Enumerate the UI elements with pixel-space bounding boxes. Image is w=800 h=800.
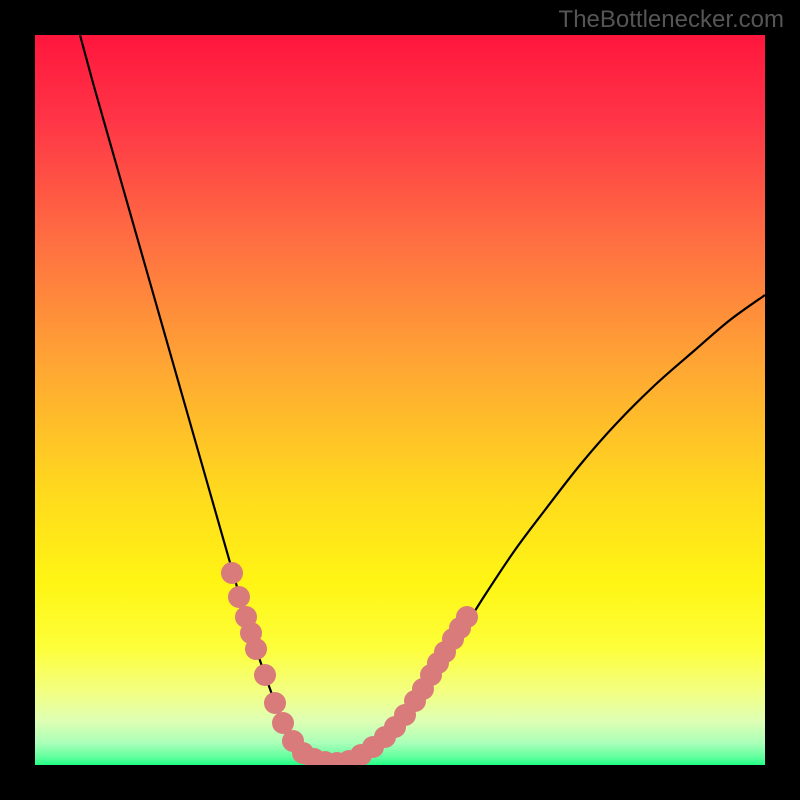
bottleneck-curve bbox=[80, 35, 765, 763]
marker-point bbox=[264, 692, 286, 714]
curve-markers bbox=[221, 562, 478, 765]
plot-area bbox=[35, 35, 765, 765]
marker-point bbox=[228, 586, 250, 608]
chart-container: TheBottlenecker.com bbox=[0, 0, 800, 800]
marker-point bbox=[254, 664, 276, 686]
marker-point bbox=[221, 562, 243, 584]
watermark-text: TheBottlenecker.com bbox=[559, 6, 784, 34]
curve-layer bbox=[35, 35, 765, 765]
marker-point bbox=[245, 638, 267, 660]
marker-point bbox=[456, 606, 478, 628]
